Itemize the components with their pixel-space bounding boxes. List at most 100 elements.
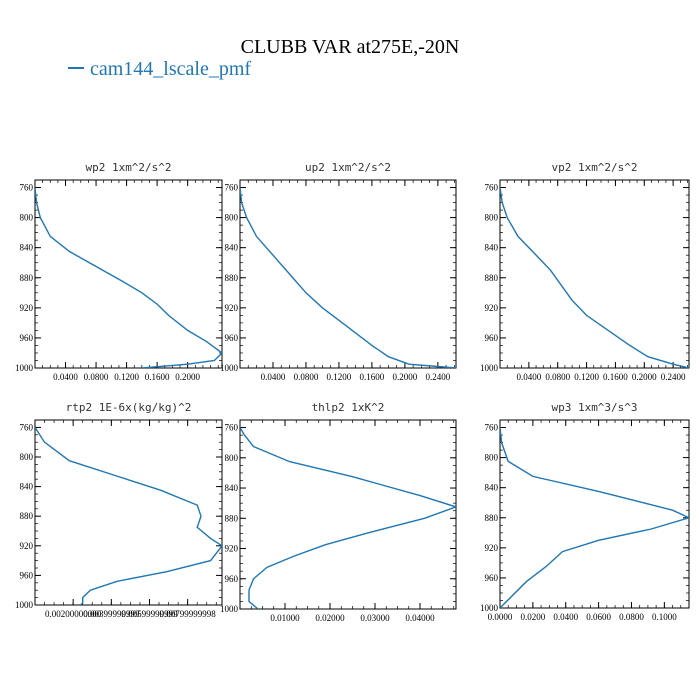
y-tick-label: 840	[225, 243, 239, 253]
y-tick-label: 840	[225, 483, 239, 493]
series-line	[35, 187, 222, 368]
y-tick-label: 960	[20, 333, 34, 343]
plot-frame	[499, 419, 690, 609]
y-tick-label: 800	[225, 453, 239, 463]
y-tick-label: 920	[485, 543, 499, 553]
x-tick-label: 0.2400	[425, 372, 450, 382]
subplot-6: wp3 1xm^3/s^3 760 800 840 880 920 960 10000.000…	[480, 401, 690, 622]
y-tick-label: 920	[485, 303, 499, 313]
y-tick-label: 1000	[480, 363, 499, 373]
series-line	[500, 427, 689, 608]
y-tick-label: 960	[485, 333, 499, 343]
x-tick-label: 0.0800	[545, 372, 570, 382]
x-tick-label: 0.1200	[114, 372, 139, 382]
y-tick-label: 760	[485, 183, 499, 193]
x-tick-label: 0.04000	[405, 613, 435, 623]
y-tick-label: 800	[20, 452, 34, 462]
y-tick-label: 920	[20, 303, 34, 313]
y-tick-label: 1000	[480, 603, 499, 613]
y-tick-label: 1000	[220, 363, 239, 373]
y-tick-label: 760	[20, 422, 34, 432]
y-tick-label: 760	[225, 423, 239, 433]
x-tick-label: 0.0800	[294, 372, 319, 382]
subplot-1: wp2 1xm^2/s^2 760 800 840 880 920 960 1000 0.040…	[15, 161, 223, 382]
y-tick-label: 920	[225, 303, 239, 313]
plot-frame	[499, 179, 690, 369]
x-tick-label: 0.1600	[603, 372, 628, 382]
x-tick-label: 0.0400	[553, 612, 578, 622]
figure-title: CLUBB VAR at275E,-20N	[240, 36, 460, 58]
y-tick-label: 880	[485, 513, 499, 523]
y-tick-label: 840	[20, 243, 34, 253]
x-tick-label: 0.0600	[586, 612, 611, 622]
x-tick-label: 0.1200	[327, 372, 352, 382]
x-tick-label: 0.01000	[270, 613, 300, 623]
y-tick-label: 1000	[15, 363, 34, 373]
x-tick-label: 0.00200000000	[45, 609, 102, 619]
subplot-title: thlp2 1xK^2	[312, 401, 385, 414]
x-tick-label: 0.0400	[516, 372, 541, 382]
y-tick-label: 880	[485, 273, 499, 283]
y-tick-label: 960	[225, 574, 239, 584]
y-tick-label: 760	[225, 183, 239, 193]
x-tick-label: 0.0800	[619, 612, 644, 622]
y-tick-label: 800	[20, 213, 34, 223]
subplot-title: rtp2 1E-6x(kg/kg)^2	[66, 401, 192, 414]
subplot-2: up2 1xm^2/s^2 760 800 840 880 920 960 1000 0.040…	[220, 161, 457, 382]
x-tick-label: 0.2000	[393, 372, 418, 382]
subplot-4: rtp2 1E-6x(kg/kg)^2 760 800 840 880 920 960 100…	[15, 401, 223, 619]
y-tick-label: 840	[485, 243, 499, 253]
series-line	[240, 187, 456, 368]
y-tick-label: 960	[485, 573, 499, 583]
subplot-title: up2 1xm^2/s^2	[305, 161, 391, 174]
y-tick-label: 1000	[15, 600, 34, 610]
y-tick-label: 880	[20, 511, 34, 521]
subplot-title: wp3 1xm^3/s^3	[551, 401, 637, 414]
y-tick-label: 880	[225, 513, 239, 523]
x-tick-label: 0.0200	[520, 612, 545, 622]
y-tick-label: 960	[225, 333, 239, 343]
y-tick-label: 760	[20, 183, 34, 193]
x-tick-label: 0.00799999998	[160, 609, 217, 619]
subplot-5: thlp2 1xK^2 760 800 840 880 920 960 1000 0.01000…	[220, 401, 457, 623]
series-line	[500, 187, 689, 368]
x-tick-label: 0.2400	[661, 372, 686, 382]
x-tick-label: 0.0400	[53, 372, 78, 382]
x-tick-label: 0.2000	[175, 372, 200, 382]
x-tick-label: 0.0000	[488, 612, 513, 622]
x-tick-label: 0.03000	[360, 613, 390, 623]
x-tick-label: 0.0400	[261, 372, 286, 382]
legend-line-icon	[68, 67, 84, 70]
x-tick-label: 0.2000	[632, 372, 657, 382]
y-tick-label: 1000	[220, 604, 239, 614]
y-tick-label: 840	[20, 482, 34, 492]
y-tick-label: 800	[485, 213, 499, 223]
subplot-title: vp2 1xm^2/s^2	[551, 161, 637, 174]
plot-frame	[239, 179, 457, 369]
x-tick-label: 0.02000	[315, 613, 345, 623]
plot-frame	[34, 419, 223, 606]
x-tick-label: 0.00399999999	[83, 609, 140, 619]
y-tick-label: 760	[485, 423, 499, 433]
x-tick-label: 0.1200	[574, 372, 599, 382]
plot-frame	[34, 179, 223, 369]
subplot-3: vp2 1xm^2/s^2 760 800 840 880 920 960 1000 0.040…	[480, 161, 690, 382]
x-tick-label: 0.1000	[652, 612, 677, 622]
y-tick-label: 840	[485, 483, 499, 493]
x-tick-label: 0.1600	[360, 372, 385, 382]
x-tick-label: 0.1600	[145, 372, 170, 382]
y-tick-label: 880	[225, 273, 239, 283]
series-line	[240, 427, 456, 609]
y-tick-label: 880	[20, 273, 34, 283]
plot-frame	[239, 419, 457, 610]
subplot-title: wp2 1xm^2/s^2	[85, 161, 171, 174]
x-tick-label: 0.0800	[84, 372, 109, 382]
y-tick-label: 800	[225, 213, 239, 223]
y-tick-label: 920	[20, 541, 34, 551]
x-tick-label: 0.00599999999	[121, 609, 178, 619]
legend: cam144_lscale_pmf	[68, 58, 251, 81]
series-line	[35, 427, 222, 605]
y-tick-label: 800	[485, 453, 499, 463]
legend-label: cam144_lscale_pmf	[90, 58, 252, 80]
